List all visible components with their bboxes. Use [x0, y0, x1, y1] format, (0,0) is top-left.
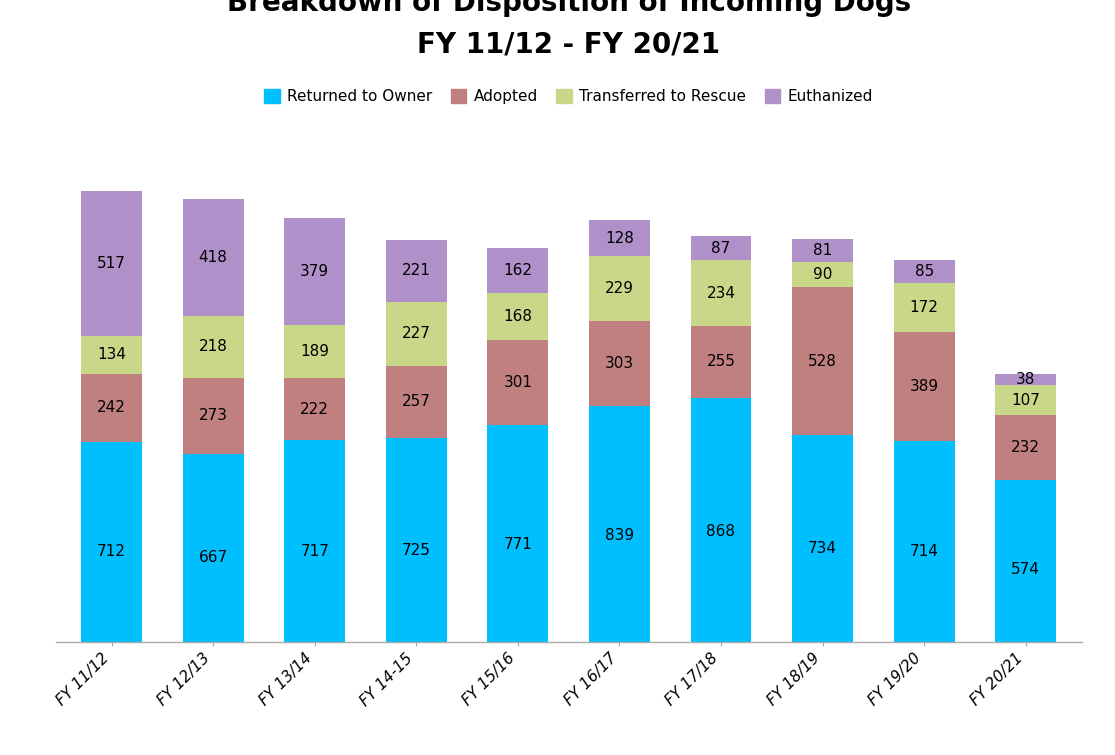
Text: 379: 379	[300, 264, 329, 279]
Bar	[690, 398, 752, 642]
Text: 222: 222	[300, 402, 329, 417]
Bar	[81, 442, 142, 642]
Text: 232: 232	[1011, 440, 1040, 455]
Text: 172: 172	[910, 300, 939, 315]
Bar	[81, 336, 142, 374]
Bar	[792, 436, 853, 642]
Bar	[996, 374, 1056, 385]
Text: 107: 107	[1011, 393, 1040, 408]
Text: 234: 234	[707, 286, 736, 300]
Text: 90: 90	[813, 267, 832, 282]
Bar	[893, 260, 954, 283]
Text: 128: 128	[605, 231, 633, 246]
Bar	[183, 199, 244, 316]
Bar	[996, 480, 1056, 642]
Text: 574: 574	[1011, 562, 1040, 577]
Bar	[183, 378, 244, 455]
Bar	[386, 438, 447, 642]
Bar	[183, 455, 244, 642]
Text: 227: 227	[401, 326, 430, 341]
Text: 85: 85	[914, 264, 933, 279]
Bar	[386, 302, 447, 365]
Bar	[996, 415, 1056, 480]
Text: 218: 218	[198, 340, 227, 354]
Text: 517: 517	[97, 256, 126, 271]
Text: 734: 734	[808, 541, 837, 556]
Text: 168: 168	[503, 310, 532, 325]
Text: 81: 81	[813, 243, 832, 258]
Text: 717: 717	[300, 544, 329, 559]
Bar	[386, 365, 447, 438]
Bar	[996, 385, 1056, 415]
Bar	[183, 316, 244, 378]
Bar	[81, 374, 142, 442]
Bar	[690, 326, 752, 398]
Bar	[284, 218, 346, 325]
Text: 528: 528	[808, 354, 837, 368]
Text: 242: 242	[97, 400, 126, 415]
Bar	[487, 248, 549, 293]
Bar	[792, 287, 853, 436]
Bar	[487, 425, 549, 642]
Text: 389: 389	[910, 379, 939, 394]
Bar	[386, 240, 447, 302]
Text: 868: 868	[707, 525, 736, 540]
Text: 712: 712	[97, 544, 126, 559]
Bar	[589, 220, 650, 257]
Text: 162: 162	[503, 263, 532, 278]
Bar	[589, 257, 650, 321]
Text: 257: 257	[401, 394, 430, 409]
Bar	[589, 406, 650, 642]
Bar	[690, 260, 752, 326]
Bar	[690, 236, 752, 260]
Bar	[792, 262, 853, 287]
Text: 725: 725	[401, 543, 430, 557]
Bar	[284, 440, 346, 642]
Bar	[893, 441, 954, 642]
Bar	[893, 331, 954, 441]
Text: 667: 667	[198, 550, 227, 565]
Text: 418: 418	[198, 250, 227, 265]
Text: 221: 221	[401, 263, 430, 279]
Legend: Returned to Owner, Adopted, Transferred to Rescue, Euthanized: Returned to Owner, Adopted, Transferred …	[259, 83, 879, 110]
Bar	[893, 283, 954, 331]
Title: Breakdown of Disposition of Incoming Dogs
FY 11/12 - FY 20/21: Breakdown of Disposition of Incoming Dog…	[226, 0, 911, 59]
Text: 771: 771	[504, 537, 532, 552]
Bar	[81, 191, 142, 336]
Text: 255: 255	[707, 355, 736, 369]
Bar	[487, 341, 549, 425]
Text: 229: 229	[605, 281, 634, 296]
Text: 134: 134	[97, 347, 126, 362]
Text: 301: 301	[503, 375, 532, 390]
Text: 38: 38	[1016, 372, 1036, 387]
Bar	[284, 325, 346, 378]
Text: 189: 189	[300, 344, 329, 359]
Text: 303: 303	[604, 356, 634, 371]
Text: 839: 839	[604, 528, 634, 543]
Text: 714: 714	[910, 544, 939, 559]
Bar	[792, 239, 853, 262]
Bar	[487, 293, 549, 341]
Text: 273: 273	[198, 408, 227, 424]
Bar	[284, 378, 346, 440]
Bar	[589, 321, 650, 406]
Text: 87: 87	[711, 241, 730, 256]
